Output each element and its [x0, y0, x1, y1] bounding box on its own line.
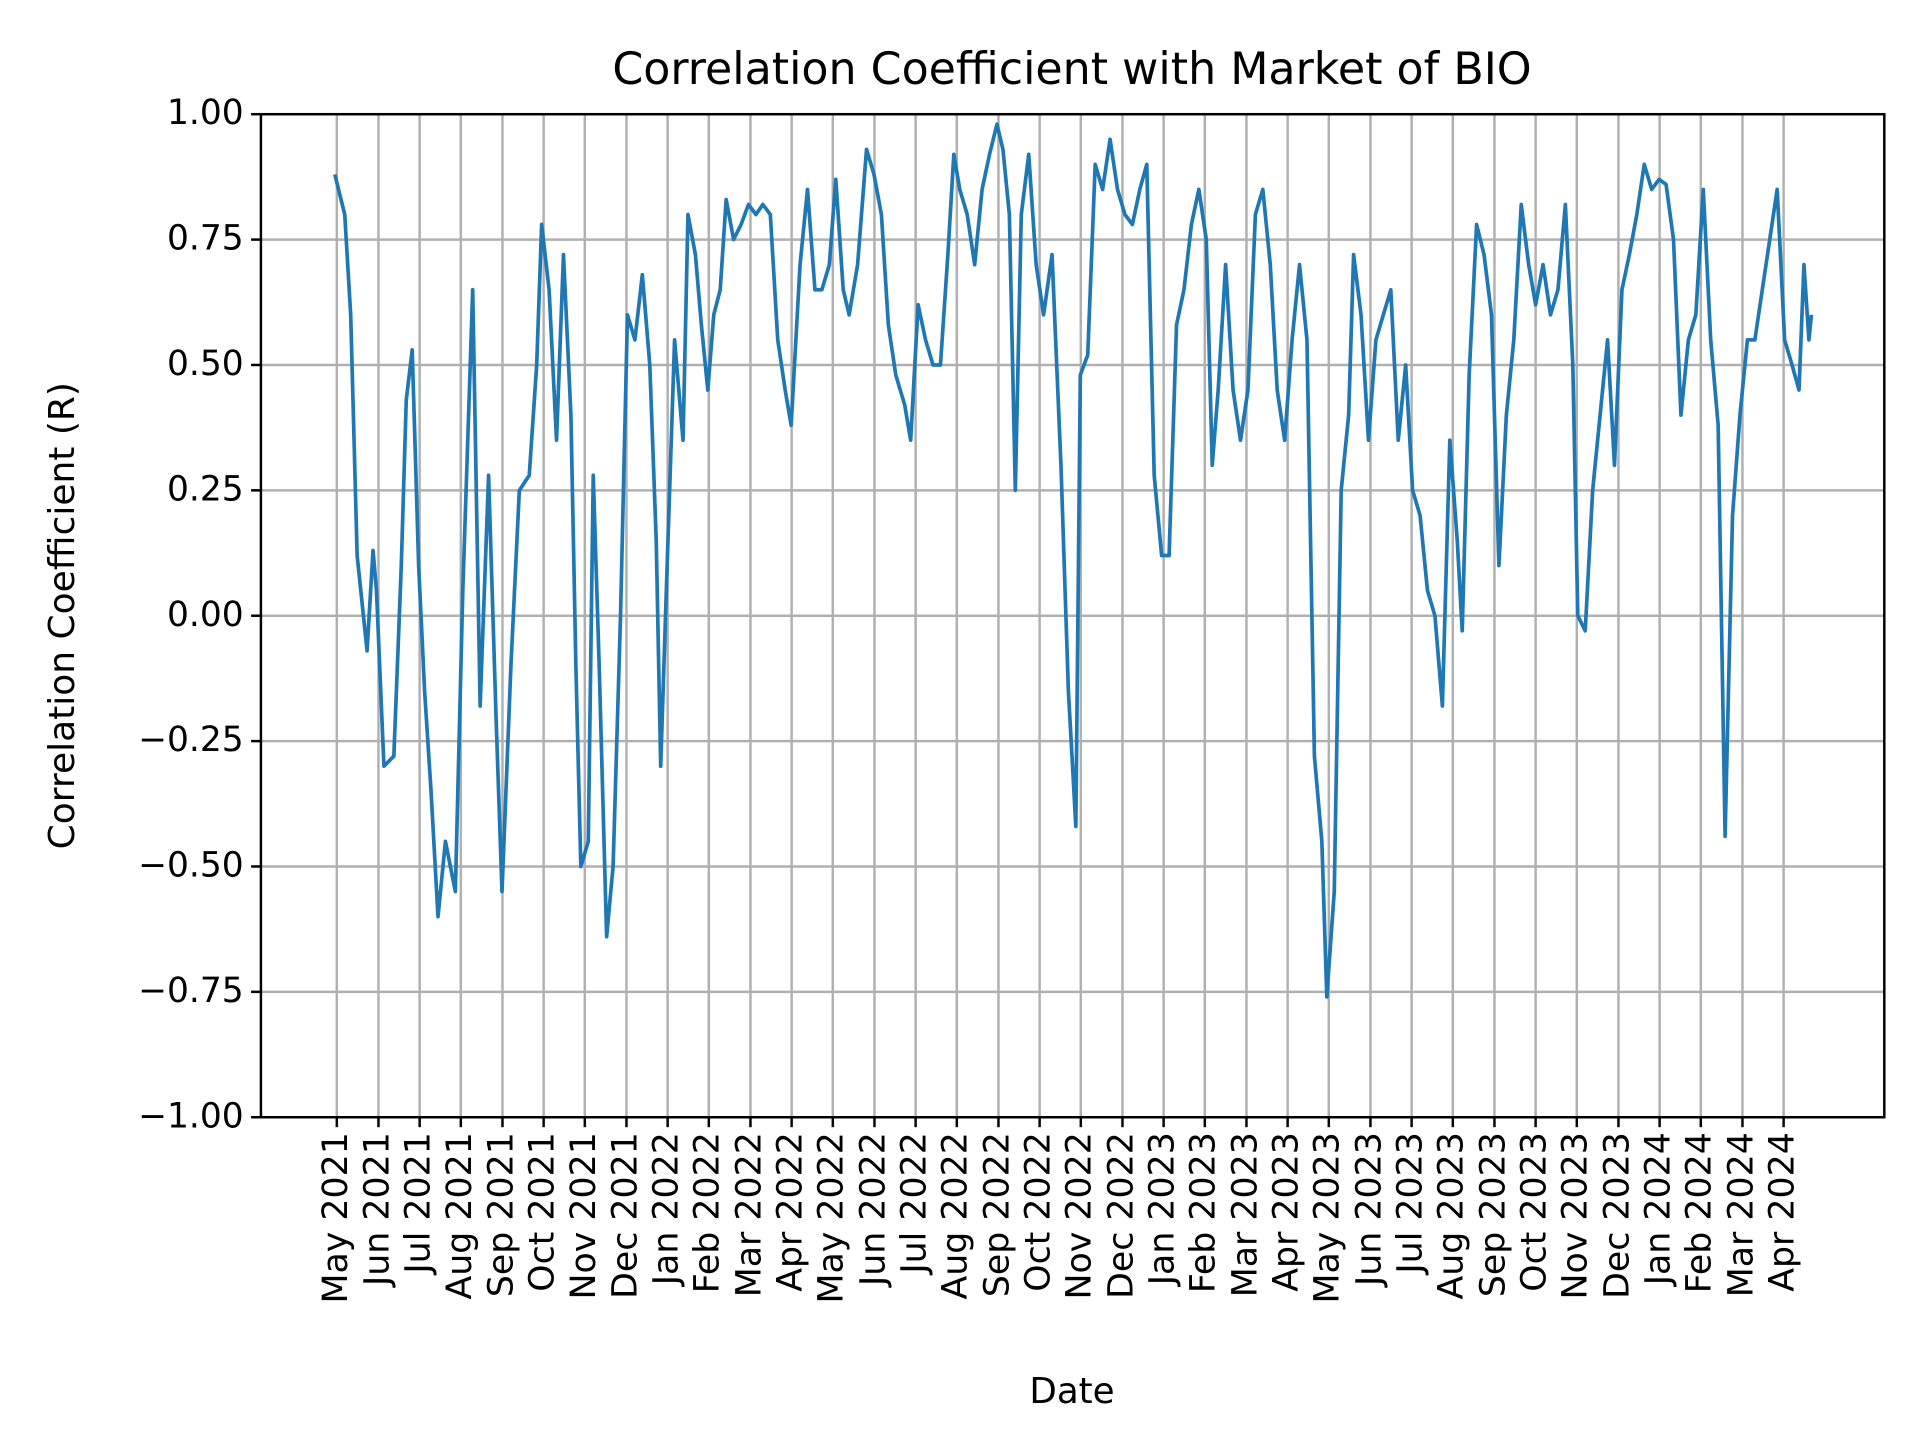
x-tick-label: May 2021	[316, 1132, 356, 1303]
y-tick-label: 0.00	[167, 595, 244, 635]
x-tick-label: Jun 2022	[854, 1132, 894, 1288]
x-tick-label: Jan 2023	[1143, 1132, 1183, 1287]
x-tick-label: Feb 2024	[1680, 1132, 1720, 1293]
x-tick-label: Apr 2023	[1267, 1132, 1307, 1292]
x-tick-label: May 2022	[812, 1132, 852, 1303]
x-tick-label: Mar 2022	[730, 1132, 770, 1297]
x-tick-label: Nov 2023	[1556, 1132, 1596, 1299]
x-tick-label: Apr 2024	[1763, 1132, 1803, 1292]
x-tick-label: Aug 2023	[1432, 1132, 1472, 1299]
x-tick-label: Feb 2023	[1184, 1132, 1224, 1293]
x-tick-label: Nov 2021	[564, 1132, 604, 1299]
y-tick-label: 0.25	[167, 469, 244, 509]
x-axis-label: Date	[1029, 1371, 1114, 1412]
x-tick-label: Jul 2022	[895, 1132, 935, 1275]
x-tick-label: Jan 2024	[1639, 1132, 1679, 1287]
x-tick-label: Mar 2024	[1722, 1132, 1762, 1297]
x-tick-label: Aug 2021	[440, 1132, 480, 1299]
x-tick-label: Dec 2023	[1598, 1132, 1638, 1299]
x-tick-label: Aug 2022	[936, 1132, 976, 1299]
x-tick-label: Nov 2022	[1060, 1132, 1100, 1299]
x-tick-label: Jun 2023	[1350, 1132, 1390, 1288]
y-tick-label: −1.00	[138, 1096, 244, 1136]
y-tick-label: 0.50	[167, 344, 244, 384]
y-tick-label: −0.50	[138, 845, 244, 885]
data-line	[333, 122, 1814, 999]
y-tick-label: −0.75	[138, 971, 244, 1011]
y-tick-label: 0.75	[167, 218, 244, 258]
y-tick-label: 1.00	[167, 93, 244, 133]
y-tick-label: −0.25	[138, 720, 244, 760]
x-tick-label: Jan 2022	[647, 1132, 687, 1287]
x-tick-label: Dec 2022	[1102, 1132, 1142, 1299]
x-tick-label: Sep 2023	[1474, 1132, 1514, 1297]
x-tick-label: Mar 2023	[1226, 1132, 1266, 1297]
x-tick-label: Jul 2023	[1391, 1132, 1431, 1275]
y-axis-label: Correlation Coefficient (R)	[42, 382, 83, 849]
chart-title: Correlation Coefficient with Market of B…	[612, 44, 1531, 95]
x-tick-label: Dec 2021	[606, 1132, 646, 1299]
x-tick-label: Oct 2023	[1515, 1132, 1555, 1292]
plot-frame	[259, 112, 1886, 1119]
x-tick-label: Jul 2021	[399, 1132, 439, 1275]
x-tick-label: Oct 2022	[1019, 1132, 1059, 1292]
x-tick-label: Oct 2021	[523, 1132, 563, 1292]
x-tick-label: Sep 2021	[482, 1132, 522, 1297]
x-tick-label: Sep 2022	[978, 1132, 1018, 1297]
x-tick-label: Jun 2021	[358, 1132, 398, 1288]
x-tick-label: Apr 2022	[771, 1132, 811, 1292]
x-tick-label: Feb 2022	[688, 1132, 728, 1293]
x-tick-label: May 2023	[1308, 1132, 1348, 1303]
